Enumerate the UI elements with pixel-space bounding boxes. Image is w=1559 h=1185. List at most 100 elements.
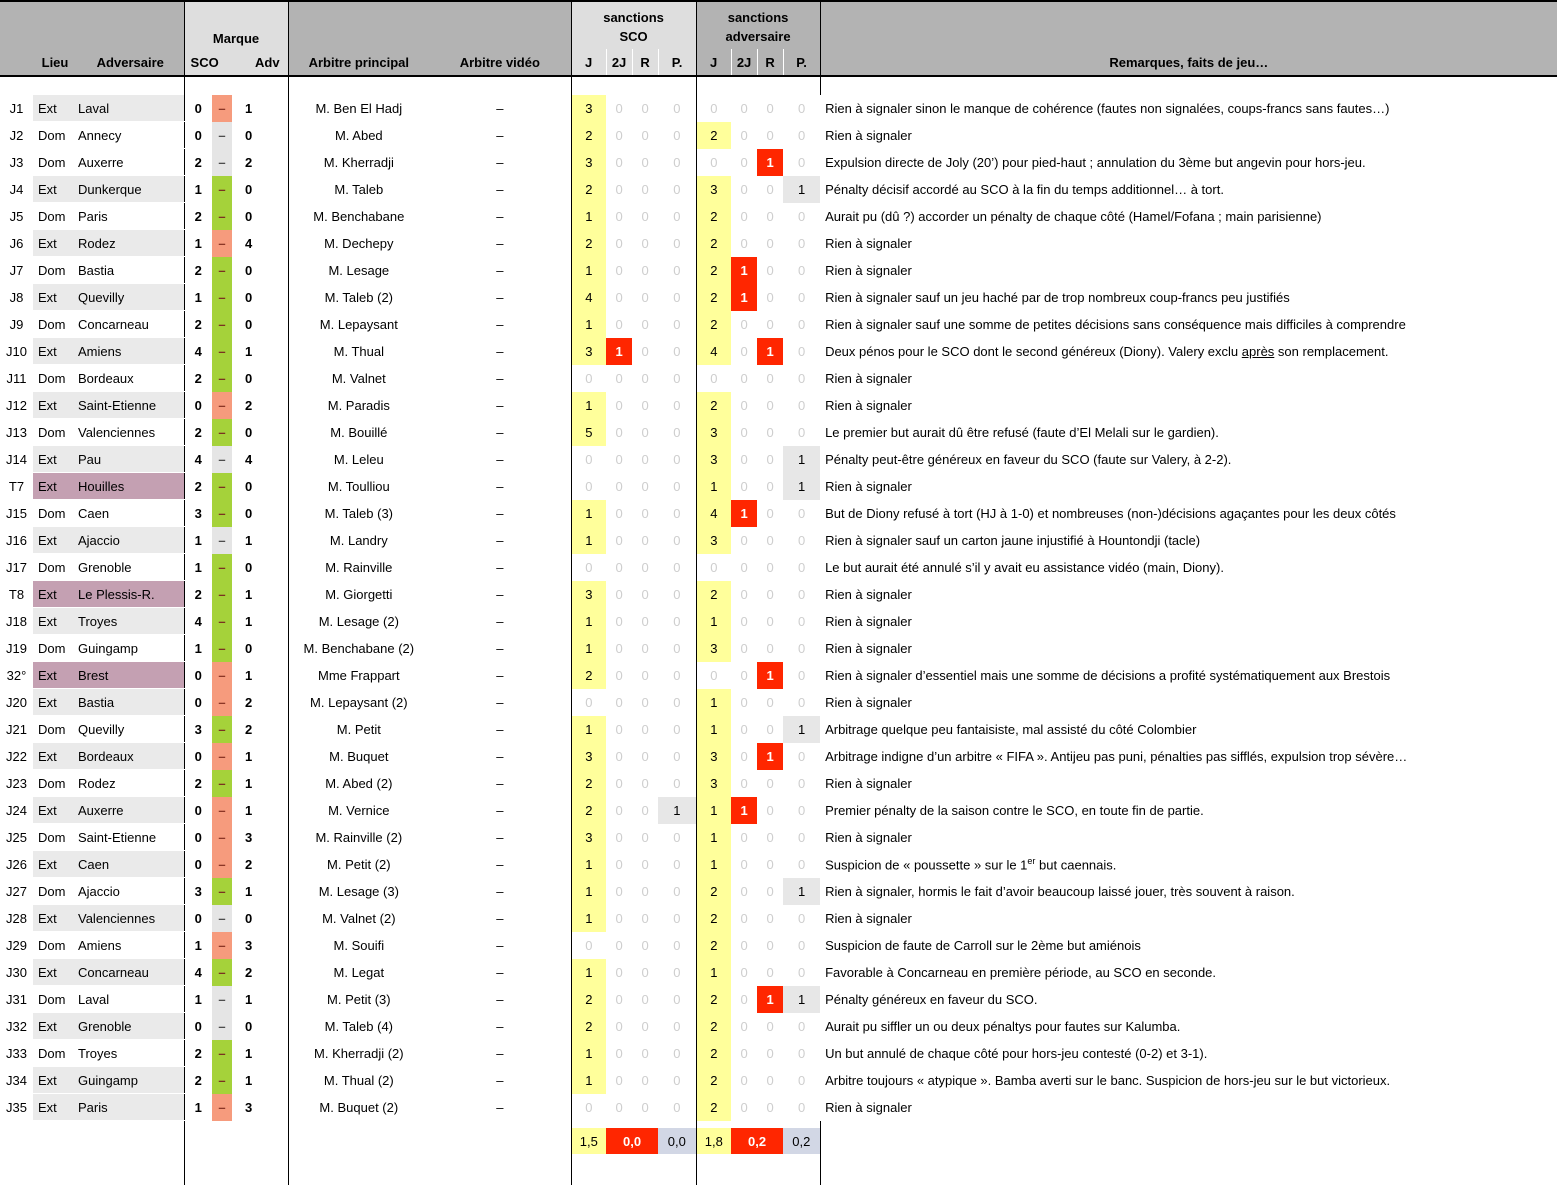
video-referee-cell: – bbox=[429, 635, 571, 662]
score-separator-cell: – bbox=[212, 392, 232, 419]
sanction-adv-j-cell: 2 bbox=[696, 1067, 731, 1094]
sanction-adv-j-cell: 2 bbox=[696, 878, 731, 905]
sanction-adv-j-cell: 2 bbox=[696, 1040, 731, 1067]
sanction-adv-j-cell: 4 bbox=[696, 500, 731, 527]
video-referee-cell: – bbox=[429, 284, 571, 311]
row-label-cell: J10 bbox=[0, 338, 33, 365]
sanction-sco-p-cell: 0 bbox=[658, 932, 696, 959]
sanction-sco-2j-cell: 0 bbox=[606, 284, 632, 311]
referee-cell: M. Buquet bbox=[288, 743, 429, 770]
match-row: J4 Ext Dunkerque 1 – 0 M. Taleb – 2 0 0 … bbox=[0, 176, 1557, 203]
sanction-adv-r-cell: 0 bbox=[757, 608, 783, 635]
sanction-adv-r-cell: 0 bbox=[757, 905, 783, 932]
sanction-adv-r-cell: 0 bbox=[757, 932, 783, 959]
adversaire-cell: Rodez bbox=[77, 230, 184, 257]
lieu-cell: Dom bbox=[33, 770, 77, 797]
score-separator-cell: – bbox=[212, 689, 232, 716]
remark-cell: Rien à signaler bbox=[820, 581, 1557, 608]
row-label-cell: J26 bbox=[0, 851, 33, 878]
sanction-sco-p-cell: 0 bbox=[658, 365, 696, 392]
sanction-sco-j-cell: 0 bbox=[571, 554, 606, 581]
adversaire-cell: Grenoble bbox=[77, 554, 184, 581]
sanction-sco-j-cell: 1 bbox=[571, 851, 606, 878]
sanction-adv-r-cell: 0 bbox=[757, 554, 783, 581]
remark-cell: Rien à signaler bbox=[820, 824, 1557, 851]
sanction-sco-j-cell: 0 bbox=[571, 932, 606, 959]
sanctions-adv-header: sanctions adversaire bbox=[696, 1, 820, 49]
row-label-cell: J29 bbox=[0, 932, 33, 959]
sanction-sco-2j-cell: 0 bbox=[606, 392, 632, 419]
sanction-adv-p-cell: 0 bbox=[783, 122, 820, 149]
adversaire-cell: Paris bbox=[77, 1094, 184, 1121]
sanction-sco-2j-cell: 0 bbox=[606, 986, 632, 1013]
sanction-sco-2j-cell: 0 bbox=[606, 176, 632, 203]
referee-cell: M. Kherradji bbox=[288, 149, 429, 176]
lieu-cell: Ext bbox=[33, 473, 77, 500]
sanction-sco-r-cell: 0 bbox=[632, 446, 658, 473]
sanction-sco-r-cell: 0 bbox=[632, 365, 658, 392]
score-separator-cell: – bbox=[212, 1094, 232, 1121]
score-separator-cell: – bbox=[212, 770, 232, 797]
sanction-adv-r-cell: 0 bbox=[757, 635, 783, 662]
table-footer: 1,5 0,0 0,0 1,8 0,2 0,2 bbox=[0, 1121, 1557, 1185]
score-sco-cell: 2 bbox=[184, 257, 212, 284]
adversaire-cell: Valenciennes bbox=[77, 905, 184, 932]
sanction-adv-p-cell: 0 bbox=[783, 932, 820, 959]
remark-cell: Arbitrage indigne d’un arbitre « FIFA ».… bbox=[820, 743, 1557, 770]
sanction-sco-r-cell: 0 bbox=[632, 419, 658, 446]
sanction-sco-p-cell: 0 bbox=[658, 959, 696, 986]
sanction-sco-p-cell: 0 bbox=[658, 446, 696, 473]
sanction-adv-2j-cell: 0 bbox=[731, 230, 757, 257]
sanction-sco-j-cell: 2 bbox=[571, 770, 606, 797]
sanctions-sco-label: SCO bbox=[572, 27, 696, 46]
score-adv-cell: 0 bbox=[232, 257, 288, 284]
match-row: J19 Dom Guingamp 1 – 0 M. Benchabane (2)… bbox=[0, 635, 1557, 662]
adversaire-cell: Laval bbox=[77, 986, 184, 1013]
adversaire-cell: Brest bbox=[77, 662, 184, 689]
table-header: Marque sanctions SCO sanctions adversair… bbox=[0, 1, 1557, 76]
sanction-sco-2j-cell: 0 bbox=[606, 257, 632, 284]
match-row: J31 Dom Laval 1 – 1 M. Petit (3) – 2 0 0… bbox=[0, 986, 1557, 1013]
remark-cell: Pénalty décisif accordé au SCO à la fin … bbox=[820, 176, 1557, 203]
video-referee-cell: – bbox=[429, 311, 571, 338]
remark-cell: Rien à signaler bbox=[820, 122, 1557, 149]
video-referee-cell: – bbox=[429, 257, 571, 284]
remark-cell: Rien à signaler bbox=[820, 392, 1557, 419]
sanction-sco-r-cell: 0 bbox=[632, 689, 658, 716]
score-sco-cell: 1 bbox=[184, 1094, 212, 1121]
sanction-adv-r-cell: 0 bbox=[757, 527, 783, 554]
sanctions-sco-header: sanctions SCO bbox=[571, 1, 696, 49]
row-label-cell: J31 bbox=[0, 986, 33, 1013]
video-referee-cell: – bbox=[429, 824, 571, 851]
sanction-adv-p-cell: 0 bbox=[783, 959, 820, 986]
sanction-sco-p-cell: 0 bbox=[658, 500, 696, 527]
referee-cell: M. Taleb bbox=[288, 176, 429, 203]
score-adv-cell: 2 bbox=[232, 716, 288, 743]
video-referee-cell: – bbox=[429, 554, 571, 581]
sanction-sco-j-cell: 2 bbox=[571, 230, 606, 257]
sanction-sco-r-cell: 0 bbox=[632, 878, 658, 905]
referee-cell: M. Benchabane bbox=[288, 203, 429, 230]
header-spacer bbox=[288, 1, 571, 49]
sanction-adv-r-cell: 0 bbox=[757, 716, 783, 743]
match-row: J24 Ext Auxerre 0 – 1 M. Vernice – 2 0 0… bbox=[0, 797, 1557, 824]
adversaire-cell: Quevilly bbox=[77, 716, 184, 743]
lieu-cell: Dom bbox=[33, 824, 77, 851]
score-separator-cell: – bbox=[212, 1067, 232, 1094]
sanction-adv-p-cell: 1 bbox=[783, 986, 820, 1013]
match-row: J27 Dom Ajaccio 3 – 1 M. Lesage (3) – 1 … bbox=[0, 878, 1557, 905]
adversaire-cell: Grenoble bbox=[77, 1013, 184, 1040]
sanction-adv-j-cell: 2 bbox=[696, 1013, 731, 1040]
score-adv-cell: 2 bbox=[232, 392, 288, 419]
sanction-sco-r-cell: 0 bbox=[632, 500, 658, 527]
sanction-sco-r-cell: 0 bbox=[632, 581, 658, 608]
sanction-sco-p-cell: 0 bbox=[658, 95, 696, 122]
video-referee-cell: – bbox=[429, 473, 571, 500]
sanction-sco-r-cell: 0 bbox=[632, 743, 658, 770]
sanction-sco-2j-cell: 0 bbox=[606, 500, 632, 527]
marque-header: Marque bbox=[184, 1, 288, 49]
row-label-cell: J27 bbox=[0, 878, 33, 905]
adversaire-cell: Saint-Etienne bbox=[77, 824, 184, 851]
score-separator-cell: – bbox=[212, 1040, 232, 1067]
